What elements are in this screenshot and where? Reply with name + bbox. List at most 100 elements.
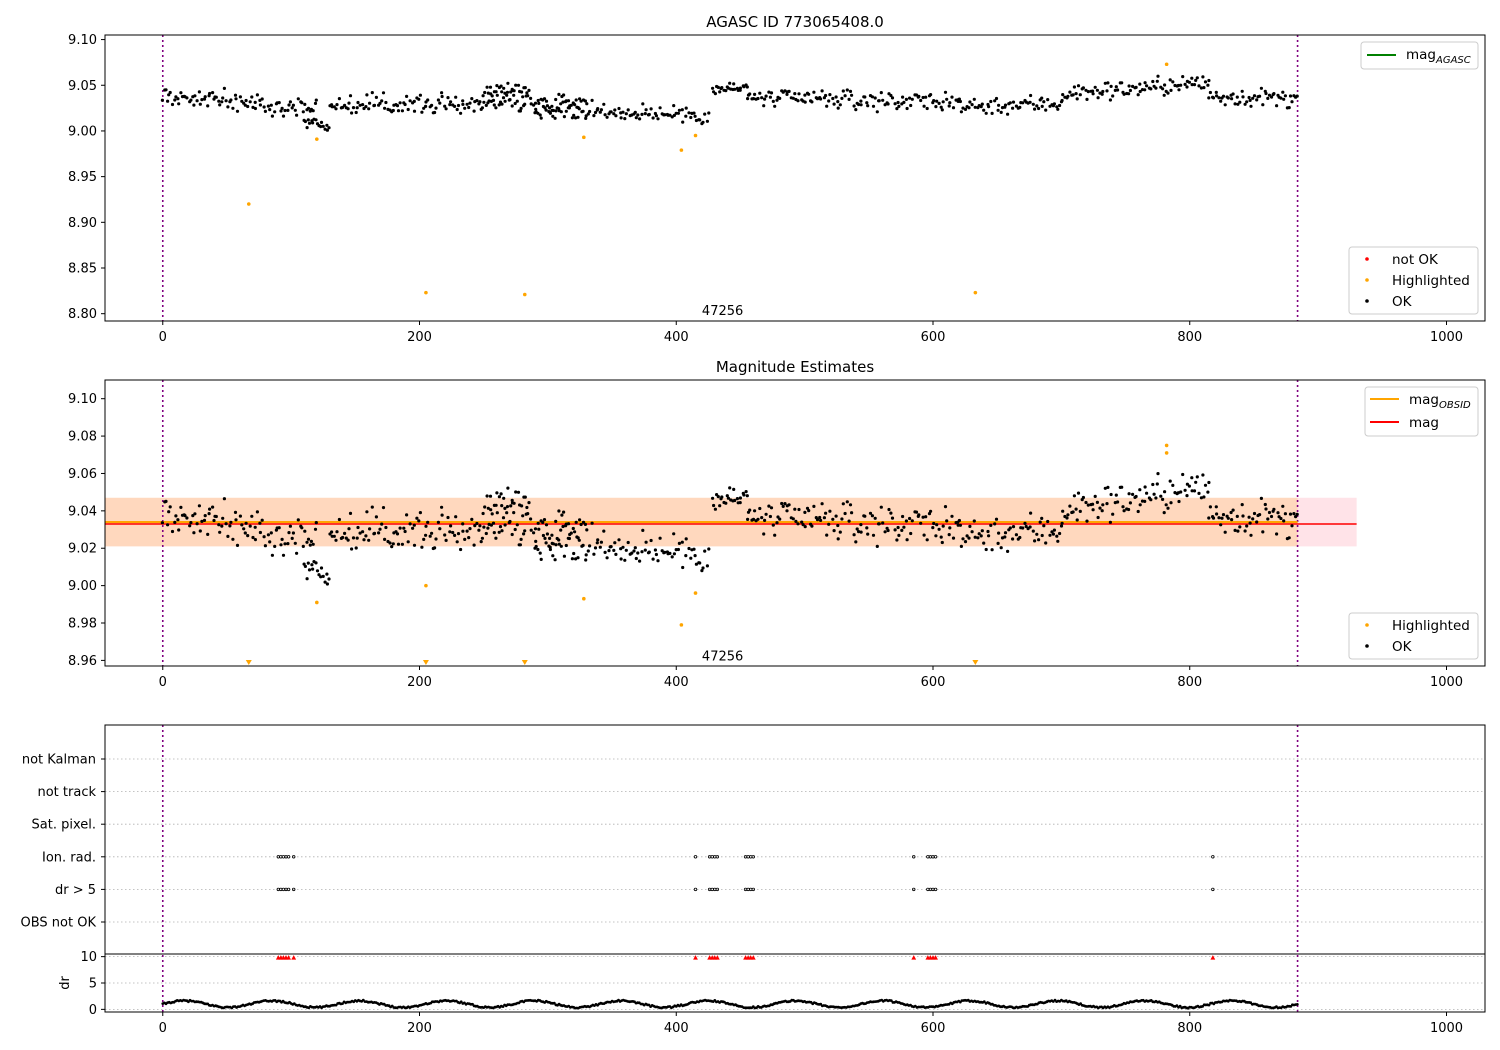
panel1-ok-point: [492, 103, 496, 107]
panel2-ok-point: [478, 524, 482, 528]
panel1-ok-point: [1197, 84, 1201, 88]
panel1-ok-point: [775, 98, 779, 102]
panel1-ok-point: [168, 90, 172, 95]
panel1-ok-point: [693, 114, 697, 118]
panel2-ok-point: [612, 548, 616, 553]
panel2-ok-point: [994, 517, 999, 521]
panel1-ok-point: [313, 101, 318, 105]
dr-point: [1295, 1003, 1299, 1006]
panel2-ok-point: [492, 531, 496, 535]
panel1-ok-point: [305, 126, 309, 130]
panel2-ok-point: [533, 527, 538, 531]
panel1-ok-point: [512, 93, 516, 97]
panel2-ok-point: [668, 551, 672, 556]
panel1-ok-point: [538, 113, 542, 117]
panel2-ok-point: [937, 527, 941, 531]
panel1-ok-point: [859, 99, 863, 103]
panel2-ok-point: [311, 567, 315, 571]
panel2-ok-point: [406, 540, 410, 544]
panel1-ok-point: [508, 98, 512, 102]
panel2-ok-point: [541, 533, 546, 538]
panel2-ok-point: [1243, 529, 1247, 533]
panel1-ok-point: [567, 106, 572, 110]
panel2-ok-point: [643, 548, 647, 552]
panel1-ok-point: [1230, 97, 1234, 101]
panel1-ok-point: [859, 103, 863, 107]
panel2-ok-point: [1163, 490, 1167, 494]
panel1-ok-point: [970, 103, 974, 107]
panel2-ok-point: [1066, 513, 1070, 517]
panel1-ok-point: [211, 91, 215, 95]
panel1-ok-point: [771, 99, 775, 103]
panel2-ok-point: [840, 517, 844, 521]
panel1-ok-point: [500, 90, 504, 94]
panel2-xtick-label: 200: [407, 675, 432, 690]
panel2-ok-point: [251, 535, 255, 540]
panel2-ok-point: [1292, 511, 1296, 516]
panel1-ok-point: [1066, 94, 1070, 98]
panel2-ok-point: [211, 505, 215, 509]
panel2-ok-point: [576, 556, 580, 560]
panel1-ok-point: [1279, 96, 1283, 100]
panel1-ok-point: [854, 108, 858, 112]
panel2-ok-point: [1068, 504, 1072, 508]
panel1-ok-point: [791, 96, 795, 100]
panel2-ok-point: [958, 523, 963, 527]
panel2-ok-point: [238, 514, 242, 518]
panel1-ok-points: [160, 74, 1299, 132]
panel1-ok-point: [1295, 94, 1299, 98]
panel1-ok-point: [1074, 92, 1078, 96]
panel1-ok-point: [1075, 97, 1079, 101]
panel2-ok-point: [845, 500, 849, 504]
panel1-ok-point: [327, 126, 331, 130]
panel2-ok-point: [415, 516, 419, 520]
panel2-ok-point: [189, 521, 193, 525]
panel2-ok-point: [1093, 494, 1097, 498]
panel1-ok-point: [732, 82, 736, 86]
panel2-ok-point: [934, 534, 938, 538]
panel1-ok-point: [1081, 86, 1085, 90]
panel2-ok-point: [253, 525, 257, 529]
panel2-ok-point: [520, 504, 524, 508]
panel1-ytick-label: 8.80: [68, 307, 97, 322]
panel2-ok-point: [1267, 510, 1272, 515]
panel2-ok-point: [1255, 520, 1259, 524]
panel1-ok-point: [1183, 82, 1187, 86]
panel1-ok-point: [848, 89, 853, 93]
panel2-ok-point: [202, 518, 207, 523]
panel1-ok-point: [470, 97, 474, 101]
panel1-ok-point: [692, 111, 696, 115]
panel1-ok-point: [1169, 88, 1173, 92]
panel2-ok-point: [904, 519, 909, 523]
panel1-ok-point: [335, 103, 339, 107]
panel1-ok-point: [756, 96, 760, 101]
panel2-ok-point: [411, 526, 415, 530]
panel2-ok-point: [886, 528, 890, 533]
panel2-ok-point: [999, 546, 1003, 550]
panel1-ok-point: [523, 102, 527, 106]
panel2-ok-point: [1179, 490, 1183, 494]
panel1-ok-point: [1195, 76, 1199, 80]
panel2-ok-point: [532, 531, 536, 535]
panel2-ok-point: [748, 508, 752, 512]
panel1-ok-point: [454, 95, 458, 99]
panel2-ok-point: [681, 565, 685, 570]
panel2-ok-point: [965, 534, 969, 538]
panel2-ok-point: [1266, 517, 1270, 521]
panel2-ok-point: [1214, 505, 1218, 509]
panel1-ok-point: [967, 106, 971, 110]
panel2-ok-point: [654, 552, 659, 557]
panel1-ok-point: [1149, 87, 1153, 91]
panel2-ok-point: [1078, 509, 1082, 513]
panel2-ok-point: [510, 532, 514, 537]
panel2-ok-point: [510, 498, 514, 502]
panel1-ok-point: [1101, 89, 1105, 94]
panel2-ok-point: [222, 497, 226, 501]
panel2-ok-point: [910, 519, 914, 523]
panel1-ok-point: [626, 108, 630, 112]
panel2-ok-point: [623, 558, 627, 562]
panel1-ok-point: [904, 97, 909, 101]
panel1-ok-point: [621, 110, 625, 114]
panel2-ok-point: [288, 524, 292, 528]
panel2-annotation: 47256: [702, 650, 743, 665]
